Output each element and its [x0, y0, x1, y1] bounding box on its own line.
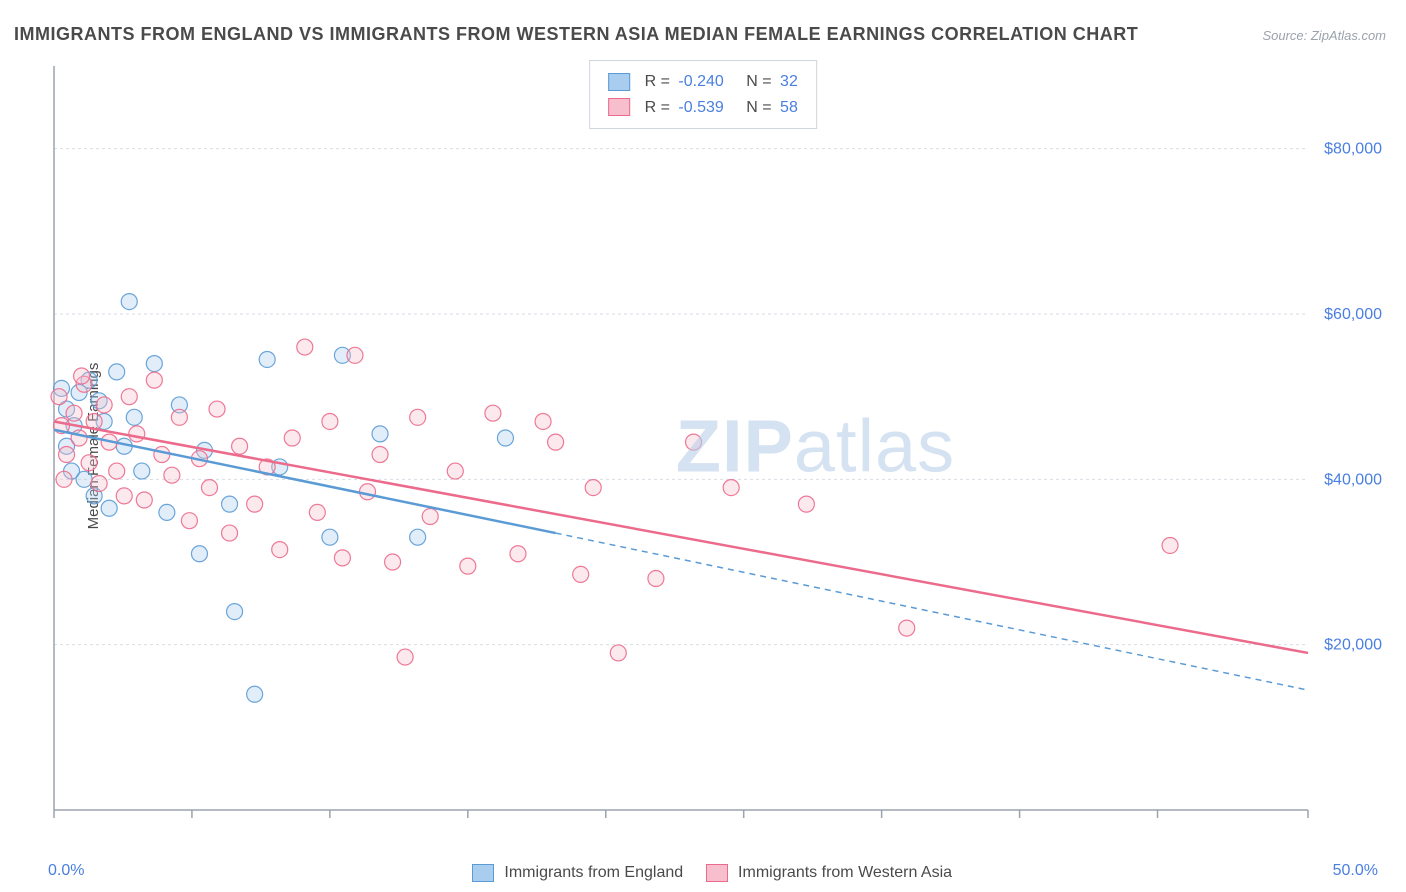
- svg-text:$20,000: $20,000: [1324, 637, 1382, 654]
- n-value-england: 32: [780, 73, 798, 90]
- n-label: N =: [746, 99, 771, 116]
- r-value-western-asia: -0.539: [678, 99, 723, 116]
- svg-text:$40,000: $40,000: [1324, 471, 1382, 488]
- series-legend: Immigrants from England Immigrants from …: [0, 864, 1406, 882]
- source-attribution: Source: ZipAtlas.com: [1262, 28, 1386, 43]
- r-label: R =: [645, 99, 670, 116]
- legend-swatch-western-asia: [706, 864, 728, 882]
- legend-swatch-england: [472, 864, 494, 882]
- scatter-plot-svg: $20,000 $40,000 $60,000 $80,000: [48, 60, 1388, 830]
- n-value-western-asia: 58: [780, 99, 798, 116]
- svg-text:$80,000: $80,000: [1324, 141, 1382, 158]
- legend-swatch-western-asia: [608, 98, 630, 116]
- r-label: R =: [645, 73, 670, 90]
- legend-label-western-asia: Immigrants from Western Asia: [738, 864, 952, 881]
- legend-swatch-england: [608, 73, 630, 91]
- chart-container: IMMIGRANTS FROM ENGLAND VS IMMIGRANTS FR…: [0, 0, 1406, 892]
- legend-label-england: Immigrants from England: [504, 864, 683, 881]
- correlation-legend: R = -0.240 N = 32 R = -0.539 N = 58: [589, 60, 817, 129]
- correlation-legend-row-2: R = -0.539 N = 58: [608, 95, 798, 121]
- chart-title: IMMIGRANTS FROM ENGLAND VS IMMIGRANTS FR…: [14, 24, 1138, 45]
- svg-text:$60,000: $60,000: [1324, 306, 1382, 323]
- n-label: N =: [746, 73, 771, 90]
- r-value-england: -0.240: [678, 73, 723, 90]
- plot-area: $20,000 $40,000 $60,000 $80,000: [48, 60, 1388, 830]
- correlation-legend-row-1: R = -0.240 N = 32: [608, 69, 798, 95]
